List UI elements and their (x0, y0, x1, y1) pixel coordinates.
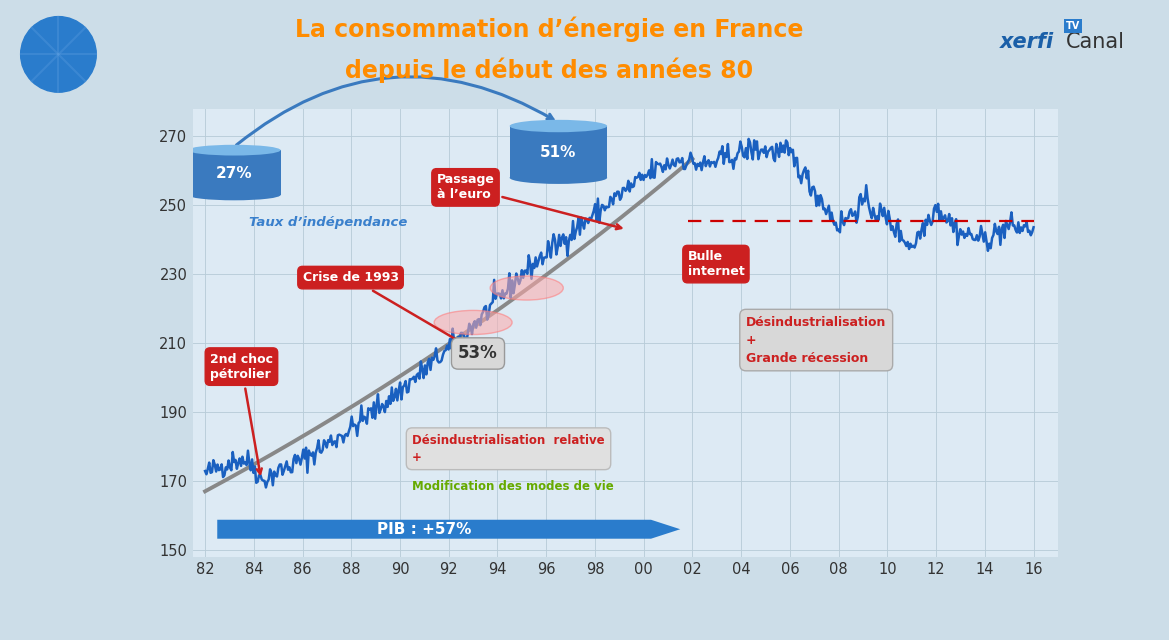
Text: La consommation d’énergie en France: La consommation d’énergie en France (296, 16, 803, 42)
FancyArrow shape (217, 520, 680, 539)
Ellipse shape (188, 189, 281, 200)
Ellipse shape (510, 120, 607, 132)
Text: PIB : +57%: PIB : +57% (378, 522, 471, 537)
Text: Modification des modes de vie: Modification des modes de vie (413, 480, 614, 493)
Text: Désindustrialisation
+
Grande récession: Désindustrialisation + Grande récession (746, 316, 886, 365)
Text: TV: TV (1066, 20, 1080, 31)
Ellipse shape (510, 172, 607, 184)
Text: Passage
à l’euro: Passage à l’euro (436, 173, 621, 229)
Text: depuis le début des années 80: depuis le début des années 80 (345, 58, 754, 83)
Text: 51%: 51% (540, 145, 576, 161)
Text: Bulle
internet: Bulle internet (687, 250, 745, 278)
Text: Canal: Canal (1066, 31, 1125, 52)
Text: 53%: 53% (458, 344, 498, 362)
Text: 27%: 27% (216, 166, 253, 181)
Ellipse shape (188, 145, 281, 156)
Ellipse shape (434, 310, 512, 335)
Circle shape (21, 17, 96, 92)
Text: 2nd choc
pétrolier: 2nd choc pétrolier (210, 353, 272, 474)
Text: xerfi: xerfi (999, 31, 1053, 52)
Bar (510, 126, 607, 178)
Bar (188, 150, 281, 195)
Text: Crise de 1993: Crise de 1993 (303, 271, 463, 344)
Ellipse shape (490, 276, 563, 300)
Text: Désindustrialisation  relative
+: Désindustrialisation relative + (413, 434, 604, 464)
Text: Taux d’indépendance: Taux d’indépendance (249, 216, 407, 229)
